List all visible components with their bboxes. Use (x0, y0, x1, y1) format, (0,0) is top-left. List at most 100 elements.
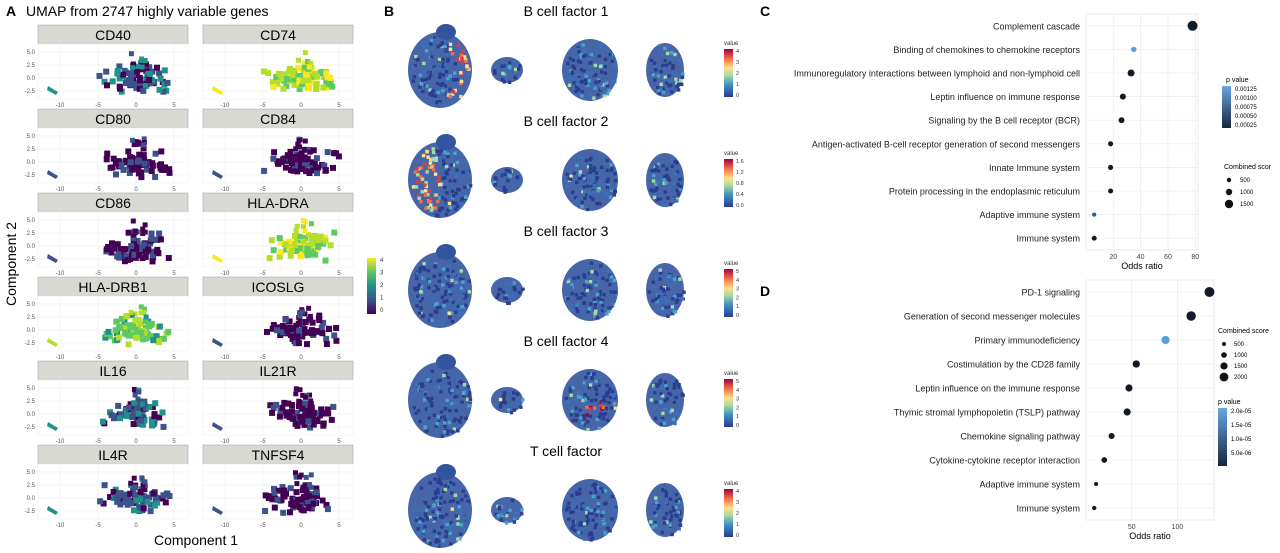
umap-point (302, 138, 308, 144)
spot (441, 514, 445, 519)
spot (599, 403, 603, 408)
spot (466, 501, 471, 505)
spot (504, 187, 508, 191)
spot (455, 394, 459, 399)
spot (416, 294, 420, 298)
spot (672, 400, 676, 405)
umap-point (101, 482, 108, 489)
umap-point (308, 221, 314, 227)
spot (659, 52, 664, 57)
x-tick-label: 50 (1128, 524, 1136, 531)
spot (596, 93, 600, 97)
spot (420, 266, 424, 270)
spot (455, 377, 460, 381)
category-label: Immune system (1016, 234, 1080, 244)
facet-y-tick: 5.0 (27, 302, 36, 308)
spot (446, 76, 450, 81)
legend-size-dot (1226, 177, 1232, 183)
spot (652, 168, 657, 173)
spot (681, 72, 685, 76)
spot (451, 300, 455, 304)
spot (593, 307, 597, 311)
category-label: Primary immunodeficiency (974, 336, 1080, 346)
spot (659, 271, 663, 275)
spot (653, 385, 658, 389)
spot (463, 185, 467, 190)
spot (462, 394, 466, 399)
spot (675, 295, 679, 300)
spot (450, 392, 455, 397)
umap-point (328, 416, 335, 423)
umap-point (124, 413, 131, 420)
spot (459, 71, 463, 75)
umap-point (307, 424, 314, 431)
spot (432, 519, 436, 523)
factor-colorbar-title: value (724, 41, 739, 47)
spot (580, 89, 584, 94)
spot (447, 284, 452, 288)
umap-point (330, 403, 337, 410)
spot (503, 391, 507, 395)
spot (666, 314, 670, 318)
umap-point (126, 70, 132, 77)
umap-point (127, 401, 134, 408)
spot (610, 501, 615, 505)
spot (493, 69, 497, 73)
spot (436, 199, 440, 204)
spot (599, 486, 603, 491)
spot (462, 55, 467, 59)
spot (459, 385, 463, 389)
umap-point (321, 162, 328, 169)
spot (580, 156, 585, 160)
category-label: Thymic stromal lymphopoietin (TSLP) path… (894, 408, 1081, 418)
spot (598, 290, 603, 294)
spot (651, 73, 655, 77)
spot (586, 376, 591, 380)
umap-point (299, 333, 306, 340)
spot (676, 88, 681, 92)
spot (454, 302, 458, 306)
spot (454, 514, 458, 518)
umap-point (271, 504, 278, 511)
spot (441, 57, 445, 62)
spot (665, 167, 669, 171)
spot (609, 275, 614, 279)
spot (421, 384, 425, 388)
umap-point (128, 329, 134, 336)
umap-point (261, 68, 267, 75)
spot (446, 275, 450, 279)
spot (572, 276, 576, 280)
legend-color-title: p value (1218, 399, 1241, 406)
spot (423, 392, 428, 396)
spot (597, 415, 602, 419)
spot (578, 172, 582, 177)
spot (418, 520, 422, 524)
spot (460, 286, 464, 290)
facet-x-tick: -5 (260, 103, 266, 109)
facet-x-tick: -10 (56, 271, 65, 277)
umap-point (320, 73, 327, 80)
spot (425, 43, 429, 47)
umap-point (320, 420, 327, 427)
panel-a-colorbar-gradient (367, 258, 376, 314)
umap-point (121, 258, 128, 265)
umap-point (308, 234, 315, 241)
spot (517, 290, 522, 295)
spot (655, 413, 660, 417)
spot (590, 376, 594, 381)
umap-point (117, 501, 124, 508)
spot (453, 151, 457, 155)
spot (502, 398, 506, 402)
spot (605, 394, 609, 398)
umap-point (147, 508, 154, 515)
umap-point (319, 497, 326, 504)
spot (591, 169, 596, 173)
spot (600, 165, 604, 169)
spot (443, 102, 447, 106)
spot (440, 502, 444, 506)
umap-point (131, 61, 136, 67)
umap-point (297, 413, 304, 420)
spot (432, 529, 436, 533)
